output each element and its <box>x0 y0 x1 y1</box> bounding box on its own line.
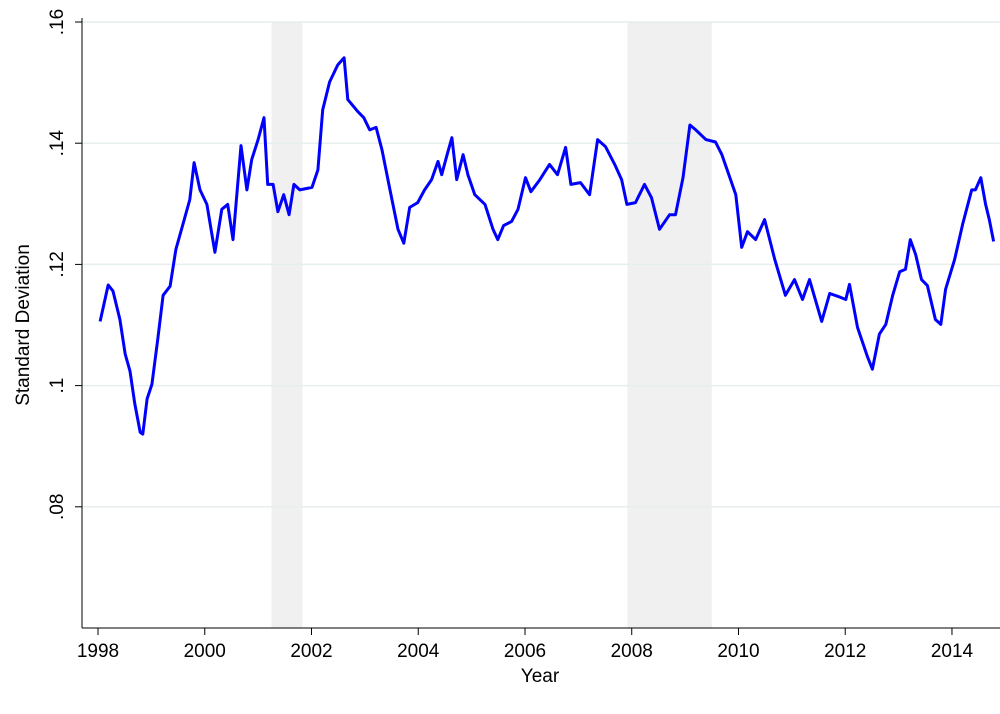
y-tick-label: .14 <box>47 130 68 157</box>
x-tick-label: 2004 <box>397 641 440 662</box>
shaded-region <box>271 22 303 628</box>
x-tick-label: 2014 <box>931 641 974 662</box>
y-axis-title: Standard Deviation <box>13 244 34 406</box>
x-tick-label: 2010 <box>717 641 759 662</box>
x-tick-label: 2000 <box>184 641 226 662</box>
y-tick-label: .1 <box>47 378 68 394</box>
y-tick-label: .16 <box>47 9 68 35</box>
shaded-region <box>627 22 712 628</box>
y-tick-label: .12 <box>47 251 68 277</box>
x-tick-label: 1998 <box>77 641 119 662</box>
y-tick-label: .08 <box>47 494 68 520</box>
x-tick-label: 2002 <box>290 641 332 662</box>
x-axis-title: Year <box>521 666 560 687</box>
data-line <box>98 56 996 436</box>
x-tick-label: 2008 <box>611 641 653 662</box>
x-tick-label: 2006 <box>504 641 546 662</box>
plot-layer <box>82 21 1000 628</box>
x-tick-label: 2012 <box>824 641 866 662</box>
